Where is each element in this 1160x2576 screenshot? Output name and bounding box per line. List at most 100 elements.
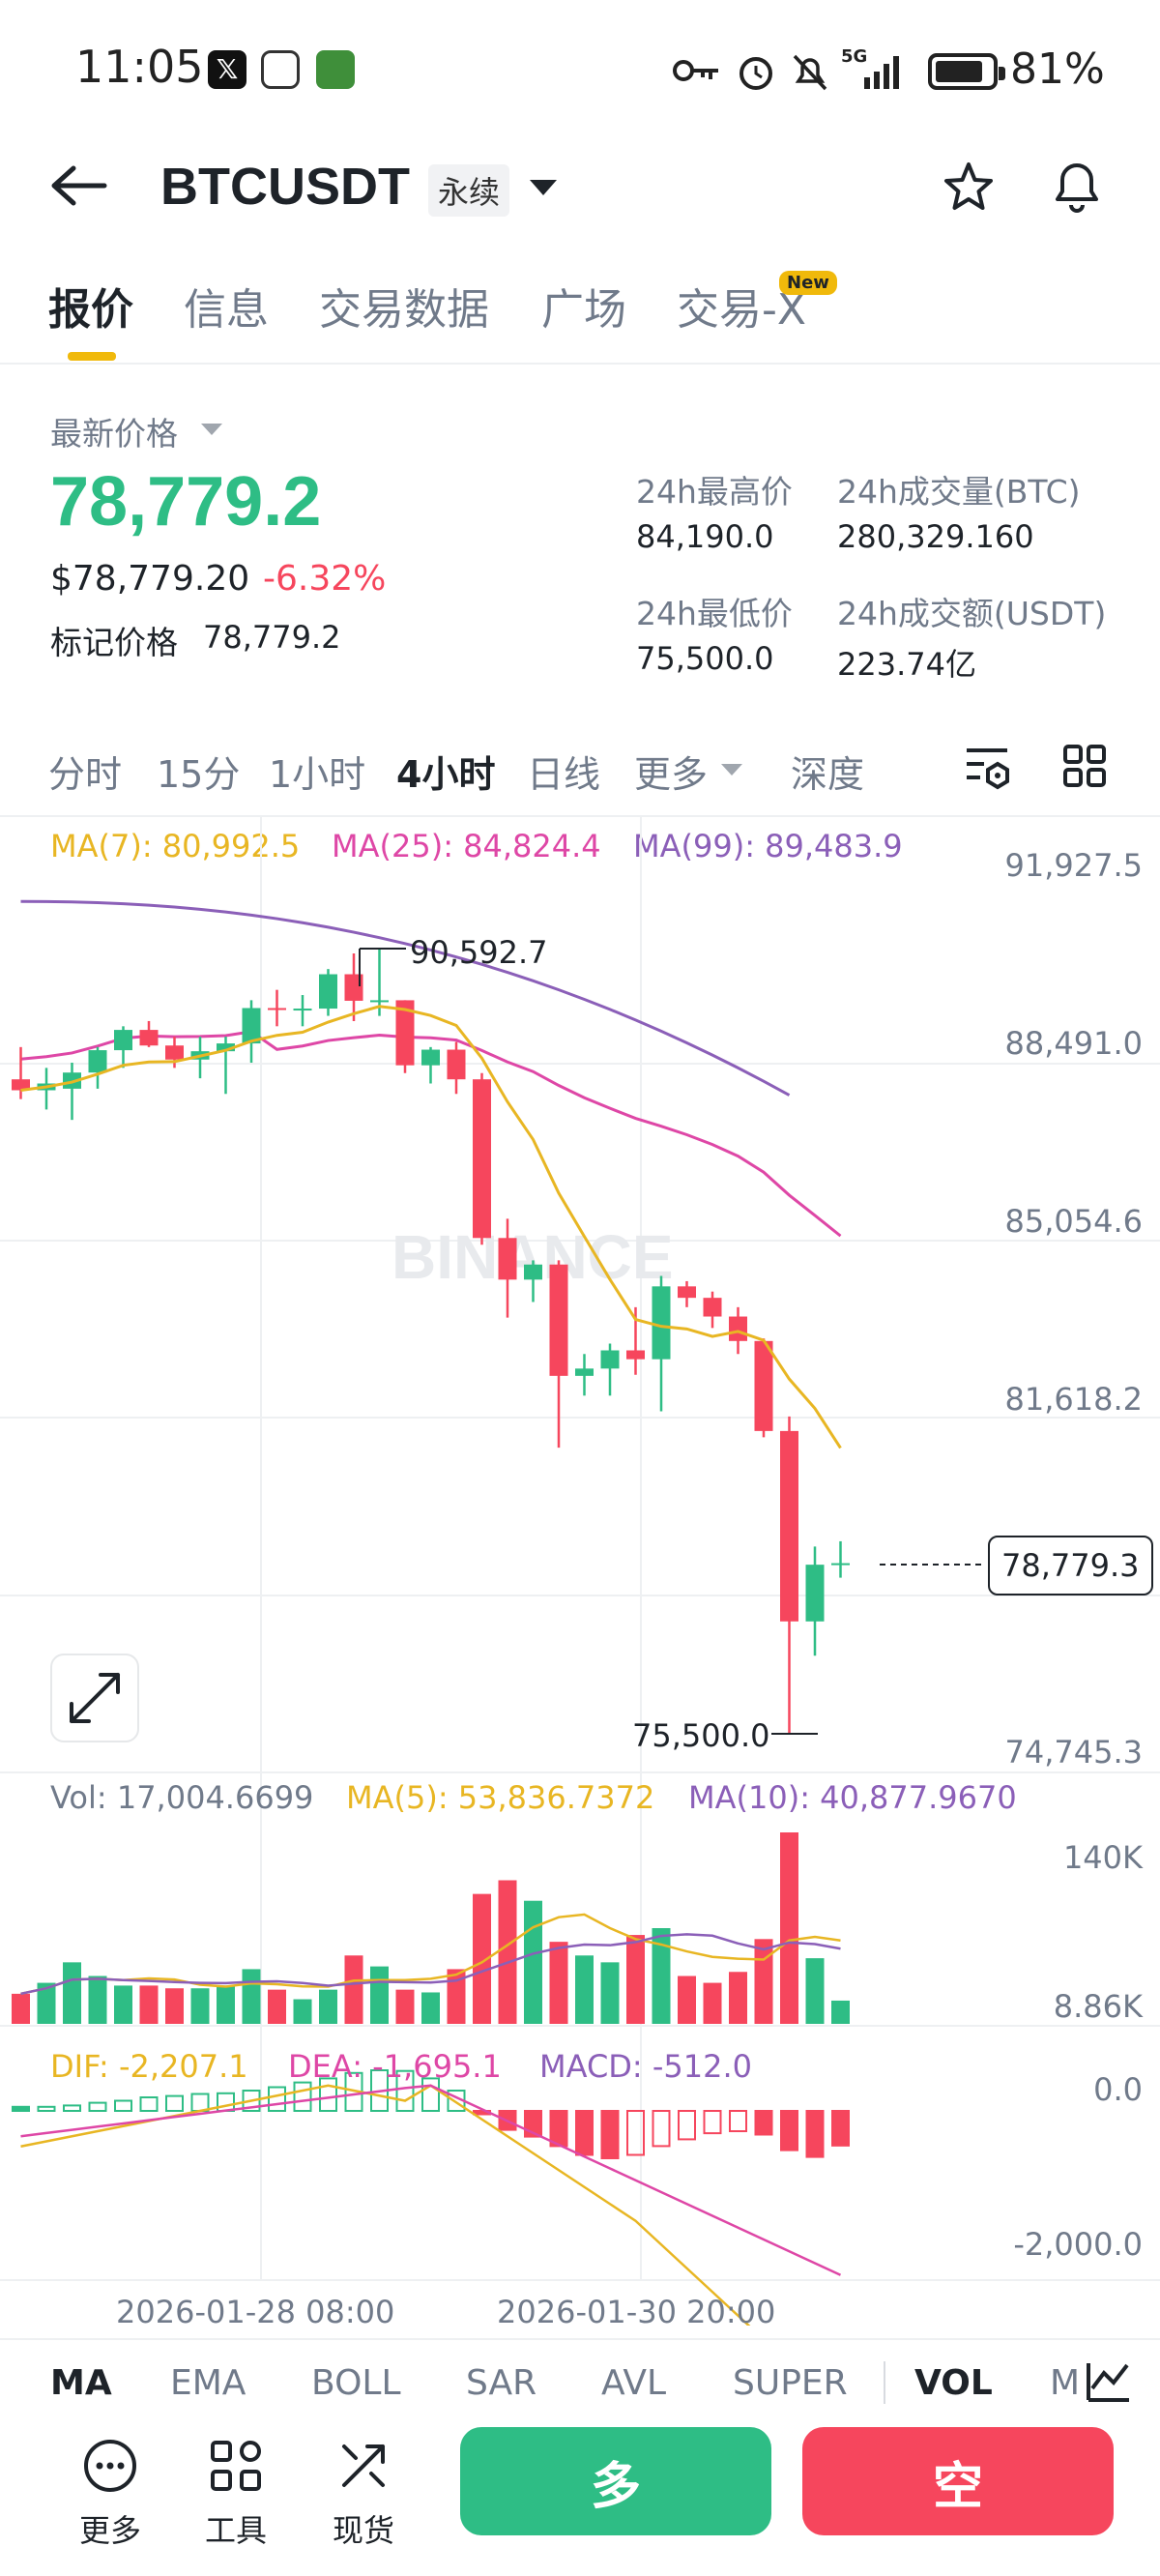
candle-body <box>447 1049 466 1080</box>
latest-price-dropdown-icon[interactable] <box>201 424 222 435</box>
x-axis-label: 2026-01-28 08:00 <box>116 2294 395 2330</box>
tab-square[interactable]: 广场 <box>541 285 626 335</box>
macd-histogram-bar <box>780 2110 798 2152</box>
volume-bar <box>729 1972 747 2024</box>
macd-histogram-bar <box>165 2094 184 2113</box>
volume-bar <box>447 1969 466 2024</box>
macd-histogram-bar <box>63 2104 81 2112</box>
volume-bar <box>652 1928 671 2024</box>
macd-histogram-bar <box>652 2110 671 2148</box>
more-button[interactable]: 更多 <box>62 2437 159 2551</box>
favorite-star-icon[interactable] <box>942 161 996 215</box>
candle-body <box>498 1238 517 1280</box>
battery-percent: 81% <box>1010 44 1105 94</box>
y-axis-label: 85,054.6 <box>1004 1203 1144 1240</box>
spot-button[interactable]: 现货 <box>315 2437 412 2551</box>
chart-settings-icon[interactable] <box>963 743 1013 791</box>
ma99-line <box>20 899 791 1097</box>
symbol-title[interactable]: BTCUSDT <box>160 158 410 216</box>
volume-bar <box>114 1985 132 2024</box>
macd-histogram-bar <box>268 2086 286 2112</box>
candle-body <box>165 1045 184 1060</box>
high-marker: 90,592.7 <box>410 934 548 971</box>
last-price: 78,779.2 <box>50 463 322 541</box>
macd-histogram-bar <box>395 2069 415 2112</box>
symbol-dropdown-icon[interactable] <box>530 180 557 195</box>
candle-body <box>831 1563 850 1566</box>
mark-price-value: 78,779.2 <box>203 619 341 656</box>
tab-quote[interactable]: 报价 <box>48 285 133 335</box>
interval-more-dropdown-icon[interactable] <box>721 764 742 776</box>
long-button[interactable]: 多 <box>460 2427 771 2535</box>
interval-1h[interactable]: 1小时 <box>269 753 366 796</box>
vol-ma10-legend: MA(10): 40,877.9670 <box>688 1779 1017 1816</box>
macd-histogram-bar <box>217 2092 235 2113</box>
candle-body <box>319 974 337 1010</box>
interval-1d[interactable]: 日线 <box>527 753 601 796</box>
mute-icon <box>793 54 827 91</box>
candle-body <box>703 1298 722 1317</box>
low-value: 75,500.0 <box>636 640 774 677</box>
volume-bar <box>805 1958 825 2024</box>
candle-body <box>805 1565 825 1622</box>
vol-usdt-label: 24h成交额(USDT) <box>837 595 1107 632</box>
indicator-ema[interactable]: EMA <box>170 2363 246 2403</box>
volume-bar <box>498 1880 517 2024</box>
candle-body <box>524 1264 542 1280</box>
key-icon <box>673 60 718 81</box>
game-app-icon <box>316 50 355 89</box>
candle-body <box>344 974 363 1001</box>
network-label: 5G <box>841 46 868 67</box>
macd-histogram-bar <box>37 2105 56 2113</box>
indicator-ma[interactable]: MA <box>50 2363 112 2403</box>
interval-time-share[interactable]: 分时 <box>48 753 123 796</box>
divider <box>0 363 1160 365</box>
back-arrow-icon[interactable] <box>50 164 108 207</box>
ma99-path <box>20 899 791 1097</box>
low-marker: 75,500.0 <box>632 1717 770 1754</box>
tab-trading-data[interactable]: 交易数据 <box>319 285 489 335</box>
signal-icon <box>864 56 899 89</box>
bell-icon[interactable] <box>1050 157 1104 217</box>
kline-chart[interactable]: BINANCE 90,592.7 75,500.0 <box>0 817 1160 2326</box>
volume-bar <box>344 1955 363 2024</box>
fullscreen-button[interactable] <box>50 1654 139 1742</box>
indicator-sar[interactable]: SAR <box>466 2363 537 2403</box>
short-button[interactable]: 空 <box>802 2427 1114 2535</box>
latest-price-label[interactable]: 最新价格 <box>50 415 178 453</box>
contract-type-badge[interactable]: 永续 <box>428 164 510 217</box>
vol-ma5-path <box>20 1913 841 1996</box>
tab-info[interactable]: 信息 <box>184 285 269 335</box>
macd-histogram-bar <box>626 2110 645 2156</box>
macd-histogram-bar <box>754 2110 773 2136</box>
candle-body <box>780 1430 798 1622</box>
macd-histogram-bar <box>805 2110 825 2158</box>
active-tab-indicator <box>68 352 116 361</box>
y-axis-label: 74,745.3 <box>1004 1734 1144 1771</box>
macd-histogram-bar <box>139 2096 159 2112</box>
indicator-vol[interactable]: VOL <box>914 2363 993 2403</box>
ma99-legend: MA(99): 89,483.9 <box>633 828 903 864</box>
candle-body <box>395 1000 415 1066</box>
candle-body <box>600 1350 620 1369</box>
indicator-super[interactable]: SUPER <box>733 2363 848 2403</box>
macd-histogram-bar <box>190 2093 210 2112</box>
vol-y-label: 8.86K <box>1053 1988 1143 2025</box>
candle-body <box>729 1316 747 1341</box>
candle-body <box>626 1350 645 1360</box>
indicator-macd[interactable]: M <box>1050 2363 1081 2403</box>
dea-legend: DEA: -1,695.1 <box>288 2048 502 2085</box>
indicator-avl[interactable]: AVL <box>601 2363 667 2403</box>
tools-button[interactable]: 工具 <box>188 2437 284 2551</box>
candle-body <box>217 1043 235 1052</box>
macd-histogram-bar <box>88 2101 107 2113</box>
interval-4h[interactable]: 4小时 <box>396 753 496 796</box>
interval-15m[interactable]: 15分 <box>157 753 241 796</box>
interval-more[interactable]: 更多 <box>634 753 709 796</box>
interval-depth[interactable]: 深度 <box>791 753 865 796</box>
volume-bar <box>370 1966 389 2024</box>
indicator-settings-icon[interactable] <box>1085 2359 1133 2404</box>
layout-grid-icon[interactable] <box>1061 743 1110 791</box>
vol-btc-label: 24h成交量(BTC) <box>837 473 1081 511</box>
indicator-boll[interactable]: BOLL <box>311 2363 401 2403</box>
